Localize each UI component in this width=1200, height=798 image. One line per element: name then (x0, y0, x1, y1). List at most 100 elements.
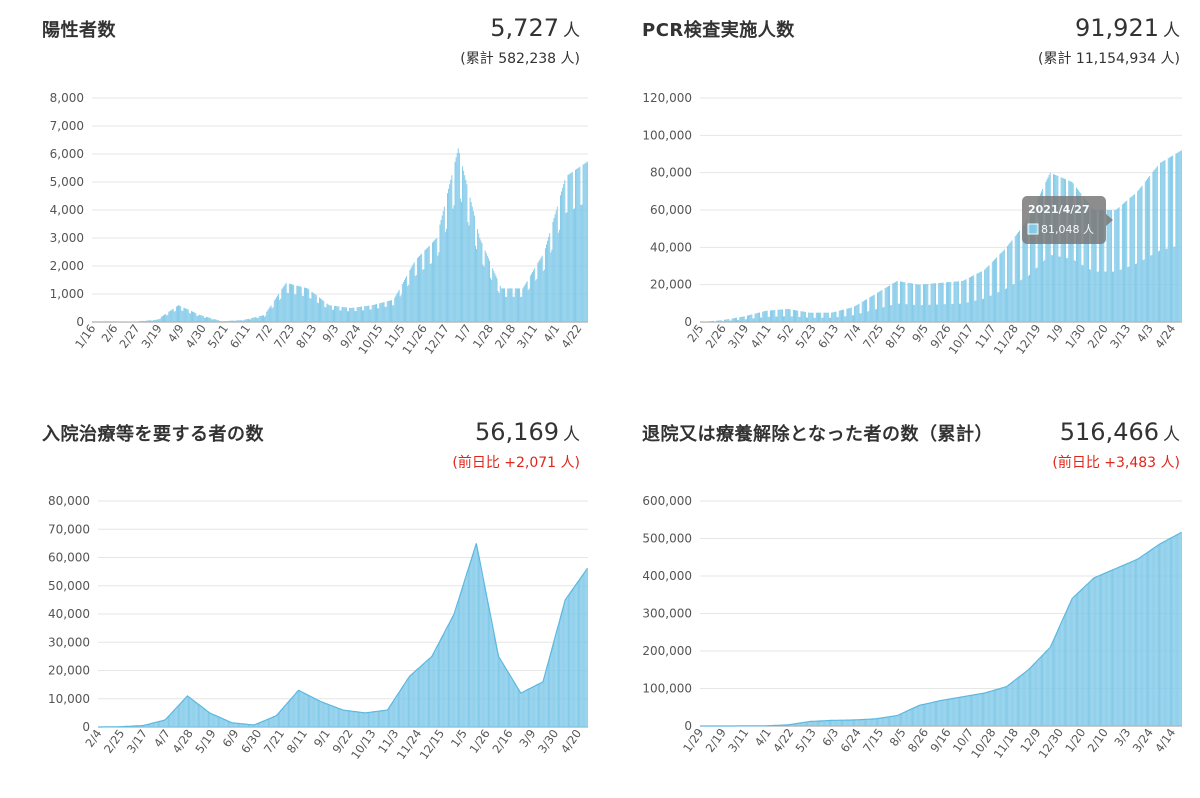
bar (553, 640, 555, 727)
bar (810, 721, 812, 726)
bar (271, 308, 273, 322)
bar (1022, 226, 1024, 322)
bar (1004, 288, 1006, 322)
bar (1122, 203, 1124, 322)
bar (742, 316, 744, 322)
x-tick-label: 2/18 (492, 322, 518, 351)
bar (181, 701, 183, 727)
bar (145, 724, 147, 727)
bar (418, 668, 419, 727)
bar (393, 699, 395, 727)
bar (524, 690, 526, 727)
bar (981, 693, 983, 726)
bar (830, 720, 831, 726)
x-tick-label: 12/15 (417, 727, 447, 762)
bar (584, 163, 586, 322)
bar (321, 299, 323, 322)
bar (322, 300, 324, 322)
bar (801, 722, 803, 726)
bar (996, 257, 998, 322)
bar (521, 692, 523, 727)
bar (465, 179, 467, 322)
bar (200, 706, 202, 727)
bar (276, 714, 278, 727)
bar (390, 704, 392, 727)
bar (977, 694, 979, 726)
bar (920, 704, 922, 726)
bar (813, 721, 815, 726)
bar (167, 314, 169, 322)
bar (850, 307, 852, 322)
bar (523, 286, 525, 322)
y-tick-label: 1,000 (50, 287, 84, 301)
bar (1027, 669, 1029, 726)
bar (513, 296, 515, 322)
bar (528, 288, 530, 322)
bar (931, 702, 933, 726)
bar (441, 215, 443, 322)
bar (431, 242, 433, 322)
x-tick-label: 1/20 (1062, 726, 1088, 755)
bar (527, 289, 529, 322)
bar (781, 309, 783, 322)
bar (443, 633, 445, 727)
bar (254, 317, 256, 322)
bar (1083, 197, 1085, 322)
bar (342, 710, 344, 727)
bar (195, 313, 197, 322)
bar (793, 310, 795, 322)
bar (498, 293, 500, 322)
bar (947, 699, 948, 726)
bar (800, 722, 802, 726)
bar (244, 724, 246, 727)
bar (481, 571, 483, 727)
bar (1112, 271, 1113, 322)
bar (845, 316, 847, 322)
bar (475, 543, 477, 727)
bar (543, 677, 545, 727)
bar (905, 304, 907, 322)
bar (394, 698, 396, 727)
bar (206, 316, 207, 322)
bar (351, 711, 353, 727)
bar (746, 315, 748, 322)
bar (476, 248, 478, 322)
bar (905, 711, 907, 726)
bar (439, 641, 441, 727)
bar (1169, 538, 1171, 726)
bar (834, 311, 836, 322)
bar (169, 715, 171, 727)
bar (1003, 249, 1005, 322)
bar (156, 721, 158, 727)
bar (1023, 224, 1025, 322)
bar (1162, 542, 1164, 726)
bar (187, 309, 189, 322)
value-unit: 人 (563, 21, 580, 41)
bar (514, 683, 516, 727)
bar (1002, 687, 1004, 726)
series-line (98, 543, 588, 728)
bar (736, 317, 737, 322)
bar (1104, 573, 1106, 726)
bar (457, 148, 459, 322)
bar (169, 311, 171, 322)
bar (155, 722, 157, 727)
bar (466, 571, 468, 727)
x-tick-label: 2/16 (489, 727, 515, 756)
bar (1137, 191, 1139, 322)
bar (480, 565, 482, 727)
bar (940, 700, 942, 726)
bar (374, 711, 376, 727)
bar (512, 680, 514, 727)
bar (942, 700, 944, 726)
bar (199, 705, 201, 727)
bar (919, 705, 921, 726)
bar (358, 306, 360, 322)
bar (142, 320, 144, 322)
bar (1088, 583, 1089, 726)
bar (230, 722, 232, 727)
y-tick-label: 300,000 (642, 607, 692, 621)
bar (1140, 556, 1142, 726)
bar (1075, 594, 1077, 726)
bar (516, 288, 518, 322)
